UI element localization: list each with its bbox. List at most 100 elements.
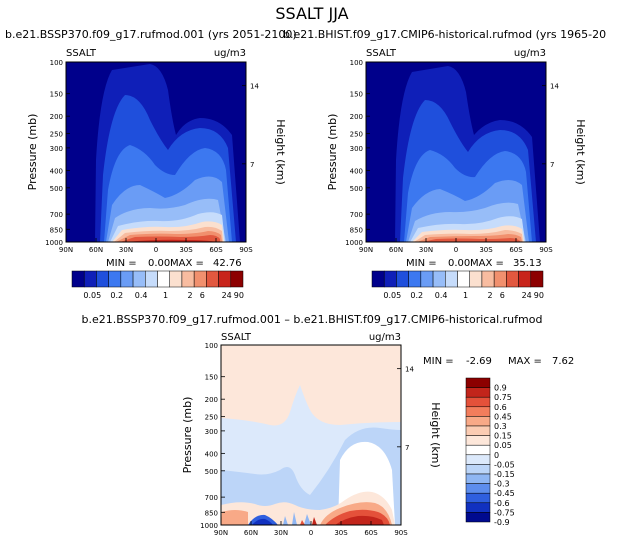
contour-field [221,345,401,525]
contour-field [66,62,246,242]
colorbar-label: -0.9 [494,518,510,527]
colorbar-label: 24 [522,291,532,300]
y-right-tick-label: 7 [405,444,409,452]
y-axis-label-right: Height (km) [574,119,587,185]
colorbar-label: 1 [463,291,468,300]
colorbar-label: 0.75 [494,393,512,402]
colorbar-swatch [157,270,170,288]
colorbar-label: 0.05 [383,291,401,300]
y-axis-label: Pressure (mb) [181,397,194,474]
colorbar-swatch [71,270,85,288]
colorbar-swatch [506,270,519,288]
colorbar-swatch [432,270,446,288]
axes: 90N 60N 30N 0 30S 60S 90S 100 150 200 250 300 400 500… [200,342,414,537]
colorbar-swatch [465,377,491,388]
colorbar-swatch [230,270,244,288]
colorbar-swatch [145,270,158,288]
y-tick-label: 100 [50,59,63,67]
colorbar: 0.90.750.60.450.30.150.050-0.05-0.15-0.3… [465,377,515,527]
y-tick-label: 150 [50,91,63,99]
colorbar-label: -0.3 [494,480,510,489]
colorbar-label: 0.05 [83,291,101,300]
colorbar: 0.05 0.2 0.4 1 2 6 24 90 [71,270,244,300]
y-axis-label-right: Height (km) [429,402,442,468]
contour-band [125,239,218,242]
colorbar-swatch [465,473,491,484]
page-title: SSALT JJA [275,4,348,23]
max-value: 35.13 [513,258,542,269]
y-tick-label: 1000 [200,522,218,530]
y-tick-label: 400 [205,450,218,458]
panel-future: b.e21.BSSP370.f09_g17.rufmod.001 (yrs 20… [5,28,297,300]
colorbar-label: 0.4 [135,291,148,300]
colorbar-swatch [96,270,109,288]
panel-title: b.e21.BHIST.f09_g17.CMIP6-historical.ruf… [283,28,606,41]
panel-difference: b.e21.BSSP370.f09_g17.rufmod.001 – b.e21… [82,313,575,537]
colorbar-label: -0.15 [494,470,515,479]
y-tick-label: 700 [50,211,63,219]
colorbar-swatch [469,270,483,288]
y-tick-label: 850 [350,226,363,234]
y-tick-label: 200 [205,396,218,404]
contour-band [422,238,520,242]
colorbar-swatch [518,270,532,288]
y-tick-label: 100 [350,59,363,67]
min-value: 0.00 [448,258,470,269]
colorbar-label: 0.2 [110,291,123,300]
colorbar-label: 0.3 [494,422,507,431]
min-value: 0.00 [148,258,170,269]
y-tick-label: 200 [50,113,63,121]
axes: 90N 60N 30N 0 30S 60S 90S 100 150 200 250 300 400 500… [45,59,259,254]
colorbar-swatch [206,270,219,288]
colorbar-swatch [465,435,491,446]
colorbar-swatch [530,270,544,288]
colorbar-label: -0.6 [494,499,510,508]
min-label: MIN = [406,258,437,269]
colorbar-label: 2 [187,291,192,300]
x-tick-label: 60N [244,529,258,537]
colorbar-swatch [169,270,183,288]
y-tick-label: 700 [350,211,363,219]
colorbar-swatch [465,502,491,513]
y-tick-label: 300 [50,145,63,153]
colorbar-label: 6 [200,291,205,300]
y-tick-label: 400 [50,167,63,175]
contour-band [252,518,273,525]
colorbar-label: 0.45 [494,412,512,421]
colorbar-swatch [83,270,97,288]
y-axis-label: Pressure (mb) [326,114,339,191]
colorbar-swatch [481,270,495,288]
colorbar-label: -0.05 [494,460,515,469]
colorbar-swatch [193,270,207,288]
panel-title: b.e21.BSSP370.f09_g17.rufmod.001 – b.e21… [82,313,543,326]
colorbar-label: 6 [500,291,505,300]
y-right-tick-label: 14 [550,83,559,91]
min-value: -2.69 [466,356,492,367]
x-tick-label: 0 [454,246,458,254]
colorbar-swatch [218,270,232,288]
colorbar-swatch [383,270,397,288]
colorbar-label: 2 [487,291,492,300]
x-tick-label: 90S [239,246,253,254]
y-tick-label: 400 [350,167,363,175]
x-tick-label: 0 [309,529,313,537]
colorbar-swatch [465,444,491,456]
x-tick-label: 30N [119,246,133,254]
colorbar-swatch [181,270,195,288]
y-axis-label: Pressure (mb) [26,114,39,191]
y-right-tick-label: 7 [550,161,554,169]
x-tick-label: 30S [179,246,193,254]
x-tick-label: 0 [154,246,158,254]
colorbar-swatch [465,454,491,465]
axes: 90N 60N 30N 0 30S 60S 90S 100 150 200 250 300 400 500… [345,59,559,254]
y-tick-label: 1000 [45,239,63,247]
colorbar-swatch [465,425,491,436]
colorbar-swatch [465,396,491,408]
colorbar-swatch [120,270,134,288]
colorbar-swatch [420,270,434,288]
y-tick-label: 850 [205,509,218,517]
colorbar-label: 0.15 [494,432,512,441]
x-tick-label: 60N [389,246,403,254]
colorbar-swatch [132,270,146,288]
max-value: 7.62 [552,356,574,367]
